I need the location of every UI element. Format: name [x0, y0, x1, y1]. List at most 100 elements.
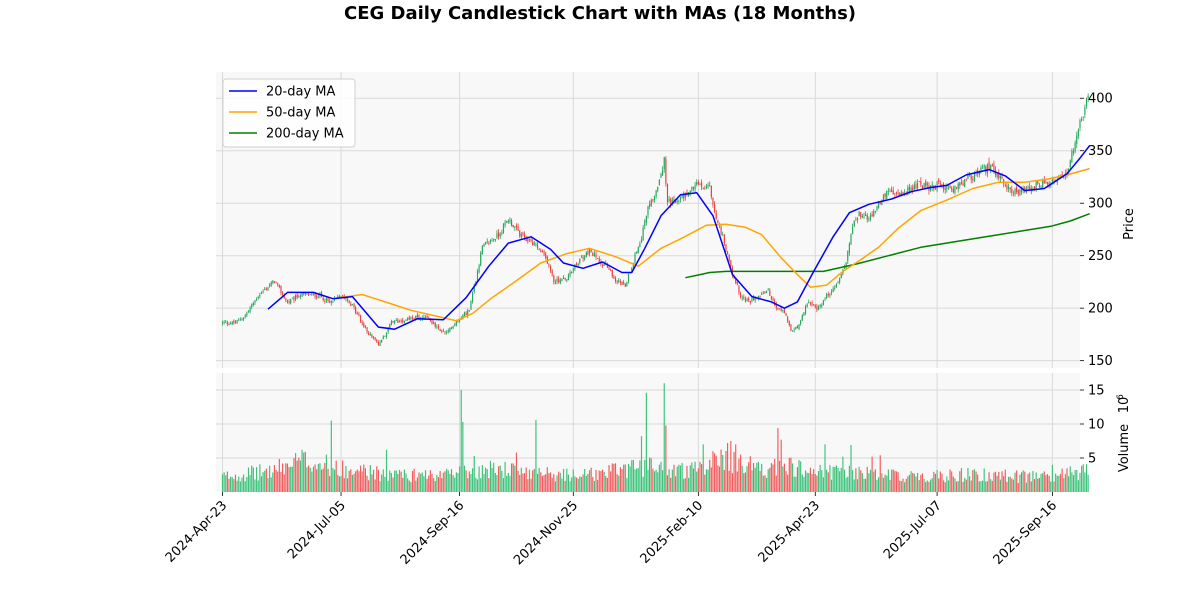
volume-bar — [644, 459, 646, 492]
candle-body — [934, 187, 937, 189]
volume-bar — [468, 471, 470, 492]
candle-body — [585, 252, 587, 257]
volume-bar — [403, 469, 405, 492]
volume-bar — [918, 480, 920, 492]
candle-body — [668, 199, 670, 202]
legend-label-20-day-ma: 20-day MA — [266, 85, 335, 100]
volume-bar — [342, 460, 344, 492]
volume-bar — [866, 466, 868, 492]
candle-body — [707, 184, 709, 187]
candle-body — [684, 193, 686, 198]
volume-bar — [800, 461, 802, 492]
volume-bar — [627, 463, 630, 492]
candle-body — [441, 330, 443, 332]
volume-bar — [350, 469, 352, 492]
candle-body — [803, 312, 805, 316]
moving-average-lines — [267, 145, 1091, 330]
volume-bar — [436, 474, 438, 492]
candle-body — [254, 300, 256, 303]
candle-body — [895, 192, 898, 194]
volume-bar — [645, 392, 647, 492]
price-axis-label: Price — [1122, 208, 1137, 240]
volume-bar — [996, 475, 998, 492]
volume-bar — [650, 458, 652, 492]
volume-bar — [584, 468, 586, 492]
volume-bar — [221, 474, 224, 492]
volume-bar — [907, 476, 909, 492]
volume-bar — [411, 470, 414, 492]
volume-bar — [621, 469, 623, 492]
candle-body — [376, 339, 378, 343]
candle-body — [379, 341, 381, 346]
candle-body — [852, 226, 854, 235]
candle-body — [1053, 180, 1055, 182]
candle-body — [1081, 119, 1083, 121]
candle-body — [676, 200, 678, 202]
volume-bar — [226, 471, 228, 492]
candle-body — [627, 274, 630, 282]
volume-bar — [673, 464, 675, 492]
volume-bar — [366, 475, 368, 492]
candle-body — [783, 309, 786, 314]
candle-body — [533, 242, 535, 245]
volume-bar — [236, 480, 238, 492]
candle-body — [1020, 187, 1023, 192]
candle-body — [481, 245, 483, 255]
candle-body — [348, 300, 350, 303]
volume-bar — [632, 460, 634, 492]
candle-body — [743, 296, 745, 299]
candle-body — [551, 270, 553, 275]
candle-body — [988, 161, 990, 170]
volume-bar — [356, 469, 358, 492]
volume-bar — [538, 467, 540, 492]
volume-bar — [330, 420, 332, 492]
volume-bar — [668, 469, 670, 492]
volume-bar — [285, 463, 287, 492]
volume-bar — [428, 475, 430, 492]
volume-bar — [390, 472, 392, 492]
volume-bar — [718, 466, 721, 492]
volume-bar — [1074, 470, 1076, 492]
volume-bar — [332, 468, 334, 492]
candle-body — [374, 337, 376, 340]
candle-body — [1087, 95, 1089, 98]
candle-body — [415, 315, 417, 319]
candle-body — [881, 201, 883, 205]
candle-body — [869, 215, 872, 220]
volume-bar — [444, 471, 446, 492]
volume-bar — [671, 469, 673, 492]
candle-body — [575, 263, 578, 265]
candle-body — [809, 302, 811, 304]
candle-body — [1085, 97, 1088, 107]
candle-body — [384, 335, 386, 337]
volume-bar — [553, 474, 555, 492]
volume-bar — [675, 476, 677, 492]
candle-body — [411, 317, 414, 319]
candle-body — [584, 256, 586, 260]
volume-bar — [835, 465, 837, 492]
candle-body — [230, 323, 232, 325]
volume-bar — [320, 469, 323, 492]
candle-body — [1038, 185, 1040, 188]
candle-body — [426, 316, 428, 318]
volume-bar — [990, 479, 992, 492]
candle-body — [304, 292, 306, 294]
volume-bar — [247, 467, 250, 492]
volume-bar — [813, 469, 815, 492]
volume-bar — [363, 464, 365, 492]
candle-body — [340, 296, 342, 298]
candle-body — [288, 301, 290, 303]
volume-bar — [1082, 464, 1084, 492]
date-tick-label: 2025-Apr-23 — [756, 498, 823, 565]
volume-bar — [593, 480, 595, 492]
volume-bar — [549, 472, 552, 492]
volume-bar — [981, 480, 984, 492]
candle-body — [759, 295, 761, 297]
volume-bar — [509, 475, 511, 492]
volume-bar — [566, 468, 568, 492]
volume-bar — [770, 463, 773, 492]
candle-body — [889, 191, 891, 193]
candle-body — [913, 184, 915, 190]
candle-body — [514, 226, 516, 228]
volume-bar — [965, 479, 967, 492]
